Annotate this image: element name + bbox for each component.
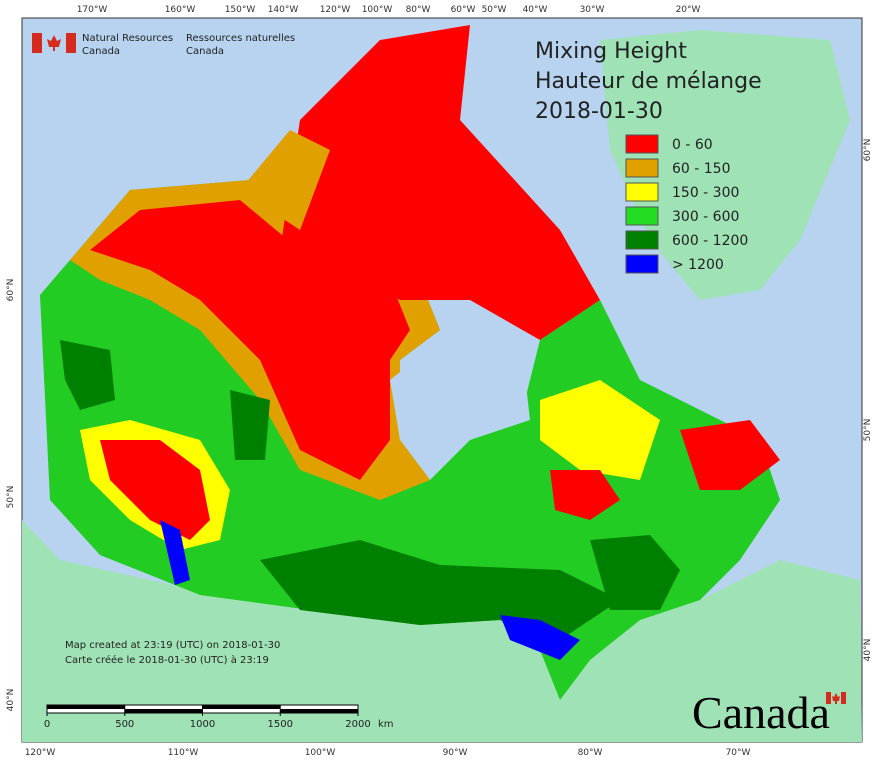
agency-en: Natural Resources (82, 33, 173, 44)
wordmark: Canada (692, 687, 830, 738)
lon-label: 100°W (305, 748, 336, 758)
zone-yellow-east (540, 380, 660, 480)
title: Hauteur de mélange (535, 69, 762, 94)
zone-blue-ontario (500, 615, 580, 660)
legend-label: 150 - 300 (672, 185, 739, 201)
lat-label: 50°N (6, 486, 16, 509)
lat-label: 50°N (863, 419, 873, 442)
flag-bar (841, 692, 846, 704)
agency-fr: Ressources naturelles (186, 33, 295, 44)
zone-darkgreen-bc (60, 340, 115, 410)
hudson-bay (390, 330, 530, 470)
legend-swatch (625, 134, 659, 154)
legend-label: 300 - 600 (672, 209, 739, 225)
zone-darkgreen-south (260, 540, 620, 640)
legend-swatch (625, 158, 659, 178)
legend-swatch (625, 182, 659, 202)
scale-segment (202, 705, 281, 709)
lon-label: 110°W (168, 748, 199, 758)
lon-label: 80°W (578, 748, 603, 758)
flag-bar (32, 33, 42, 53)
land (22, 25, 862, 742)
zone-red-prairie (100, 440, 210, 540)
lon-label: 40°W (523, 5, 548, 15)
scale-label: 1500 (268, 719, 293, 730)
note: Map created at 23:19 (UTC) on 2018-01-30 (65, 640, 280, 651)
scale-segment (280, 709, 358, 713)
title: Mixing Height (535, 39, 687, 64)
legend-label: > 1200 (672, 257, 724, 273)
lon-label: 20°W (676, 5, 701, 15)
lon-label: 70°W (726, 748, 751, 758)
scale-label: 500 (115, 719, 134, 730)
graticule-labels: 170°W 160°W 150°W 140°W 120°W 100°W 80°W… (6, 5, 873, 758)
agency-en: Canada (82, 46, 120, 57)
lon-label: 160°W (165, 5, 196, 15)
lon-label: 30°W (580, 5, 605, 15)
legend-swatch (625, 254, 659, 274)
lon-label: 140°W (268, 5, 299, 15)
scale-label: 2000 (345, 719, 370, 730)
lon-label: 120°W (25, 748, 56, 758)
lat-label: 40°N (863, 639, 873, 662)
zone-darkgreen-north (230, 390, 270, 460)
maple-leaf (47, 35, 61, 51)
flag-bar (66, 33, 76, 53)
lon-label: 80°W (406, 5, 431, 15)
scale-label: 1000 (190, 719, 215, 730)
scale-segment (47, 705, 125, 709)
agency-fr: Canada (186, 46, 224, 57)
zone-darkgreen-quebec (590, 535, 680, 610)
scale-segment (124, 709, 203, 713)
legend: 0 - 60 60 - 150 150 - 300 300 - 600 600 - 12… (625, 134, 748, 274)
legend-label: 60 - 150 (672, 161, 731, 177)
lon-label: 120°W (320, 5, 351, 15)
zone-red (90, 200, 410, 480)
zone-blue-west (160, 520, 190, 585)
lon-label: 50°W (482, 5, 507, 15)
scale-bar: 0 500 1000 1500 2000 km (44, 704, 394, 730)
flag-bar (826, 692, 831, 704)
lat-label: 40°N (6, 689, 16, 712)
legend-label: 0 - 60 (672, 137, 713, 153)
zone-red-labrador (680, 420, 780, 490)
lon-label: 150°W (225, 5, 256, 15)
legend-label: 600 - 1200 (672, 233, 748, 249)
lon-label: 100°W (362, 5, 393, 15)
title: 2018-01-30 (535, 99, 663, 124)
scale-label: 0 (44, 719, 50, 730)
usa (22, 520, 862, 742)
arctic-islands (280, 25, 600, 340)
greenland (600, 30, 850, 300)
legend-swatch (625, 206, 659, 226)
lat-label: 60°N (6, 279, 16, 302)
maple-leaf (832, 693, 840, 704)
legend-swatch (625, 230, 659, 250)
wordmark-flag (826, 692, 846, 704)
flag-logo (32, 33, 76, 53)
lon-label: 170°W (77, 5, 108, 15)
zone-red-quebec (550, 470, 620, 520)
lat-label: 60°N (863, 139, 873, 162)
scale-unit: km (378, 719, 394, 730)
lon-label: 60°W (451, 5, 476, 15)
arctic-orange (240, 130, 330, 230)
note: Carte créée le 2018-01-30 (UTC) à 23:19 (65, 654, 269, 666)
lon-label: 90°W (443, 748, 468, 758)
